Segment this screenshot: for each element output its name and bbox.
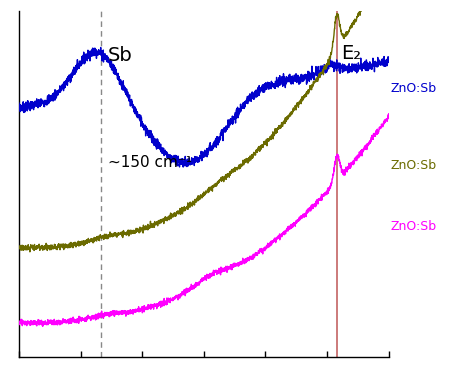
Text: E₂: E₂	[341, 44, 361, 63]
Text: ZnO:Sb: ZnO:Sb	[390, 82, 437, 95]
Text: ZnO:Sb: ZnO:Sb	[390, 158, 437, 172]
Text: ~150 cm⁻¹: ~150 cm⁻¹	[108, 155, 191, 171]
Text: Sb: Sb	[108, 46, 132, 65]
Text: ZnO:Sb: ZnO:Sb	[390, 220, 437, 233]
